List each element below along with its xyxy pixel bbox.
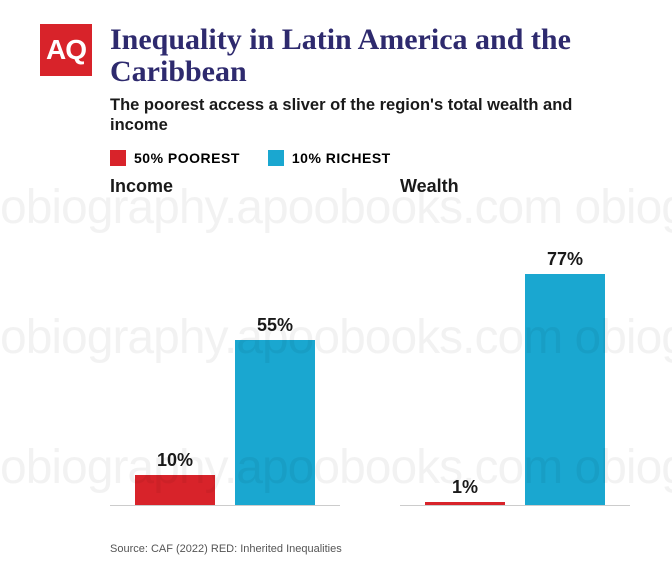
chart-title: Wealth xyxy=(400,176,630,197)
legend-item-richest: 10% RICHEST xyxy=(268,150,391,166)
legend-swatch-poorest xyxy=(110,150,126,166)
bar-wealth-richest: 77% xyxy=(525,203,605,505)
infographic-container: AQ Inequality in Latin America and the C… xyxy=(0,0,672,577)
plot-wealth: 1% 77% xyxy=(400,203,630,506)
bar-income-poorest: 10% xyxy=(135,203,215,505)
publisher-logo: AQ xyxy=(40,24,92,76)
plot-income: 10% 55% xyxy=(110,203,340,506)
legend-label: 10% RICHEST xyxy=(292,150,391,166)
legend-item-poorest: 50% POOREST xyxy=(110,150,240,166)
legend: 50% POOREST 10% RICHEST xyxy=(110,150,632,166)
bar-rect xyxy=(425,502,505,505)
bar-value-label: 1% xyxy=(452,477,478,498)
subtitle: The poorest access a sliver of the regio… xyxy=(110,95,632,136)
bar-rect xyxy=(135,475,215,505)
bar-value-label: 55% xyxy=(257,315,293,336)
main-title: Inequality in Latin America and the Cari… xyxy=(110,24,632,89)
header: AQ Inequality in Latin America and the C… xyxy=(40,24,632,136)
chart-title: Income xyxy=(110,176,340,197)
bar-rect xyxy=(235,340,315,505)
bar-value-label: 10% xyxy=(157,450,193,471)
bar-income-richest: 55% xyxy=(235,203,315,505)
legend-swatch-richest xyxy=(268,150,284,166)
legend-label: 50% POOREST xyxy=(134,150,240,166)
bar-wealth-poorest: 1% xyxy=(425,203,505,505)
title-block: Inequality in Latin America and the Cari… xyxy=(110,24,632,136)
bar-rect xyxy=(525,274,605,505)
source-caption: Source: CAF (2022) RED: Inherited Inequa… xyxy=(110,543,342,555)
charts-area: Income 10% 55% Wealth 1% 7 xyxy=(110,176,632,506)
chart-group-income: Income 10% 55% xyxy=(110,176,340,506)
chart-group-wealth: Wealth 1% 77% xyxy=(400,176,630,506)
bar-value-label: 77% xyxy=(547,249,583,270)
